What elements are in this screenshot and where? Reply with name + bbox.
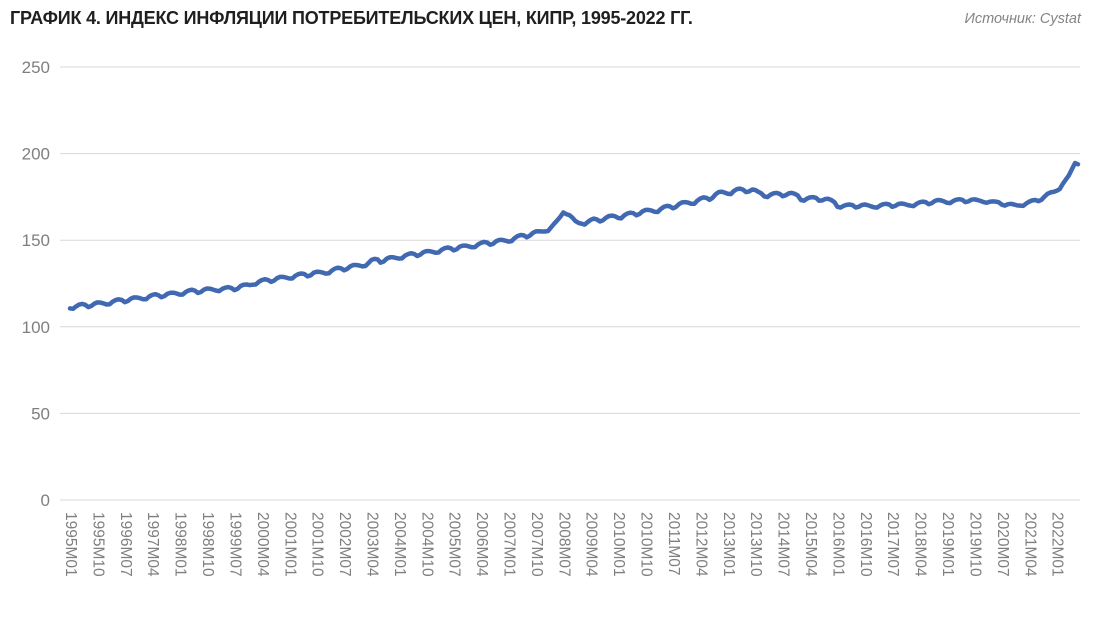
y-axis-tick-label: 100 (22, 318, 50, 337)
x-axis-tick-label: 2010M10 (638, 512, 655, 577)
x-axis-tick-label: 2011M07 (665, 512, 682, 575)
x-axis-tick-label: 2016M10 (857, 512, 874, 577)
x-axis-tick-label: 2014M07 (775, 512, 792, 577)
x-axis-tick-label: 2003M04 (363, 512, 380, 577)
x-axis-tick-label: 2021M04 (1021, 512, 1038, 577)
x-axis-tick-label: 2017M07 (884, 512, 901, 577)
x-axis-tick-label: 2007M01 (501, 512, 518, 577)
x-axis-tick-label: 2002M07 (336, 512, 353, 577)
x-axis-tick-label: 2012M04 (692, 512, 709, 577)
x-axis-tick-label: 2019M01 (939, 512, 956, 577)
x-axis-tick-label: 2001M01 (281, 512, 298, 577)
x-axis-tick-label: 1995M10 (89, 512, 106, 577)
x-axis-tick-label: 1995M01 (62, 512, 79, 577)
x-axis-tick-label: 2007M10 (528, 512, 545, 577)
x-axis-tick-label: 2004M10 (418, 512, 435, 577)
x-axis-tick-label: 2019M10 (966, 512, 983, 577)
y-axis-tick-label: 200 (22, 145, 50, 164)
x-axis-tick-label: 2022M01 (1049, 512, 1066, 577)
chart-title: ГРАФИК 4. ИНДЕКС ИНФЛЯЦИИ ПОТРЕБИТЕЛЬСКИ… (10, 8, 693, 28)
y-axis-tick-label: 50 (31, 404, 50, 423)
x-axis-tick-label: 2005M07 (446, 512, 463, 577)
x-axis-tick-label: 2010M01 (610, 512, 627, 577)
x-axis-tick-label: 1998M01 (172, 512, 189, 577)
x-axis-tick-label: 2006M04 (473, 512, 490, 577)
chart-source-label: Источник: Cystat (964, 11, 1082, 27)
x-axis-tick-label: 1996M07 (117, 512, 134, 577)
x-axis-tick-label: 2008M07 (555, 512, 572, 577)
x-axis-tick-label: 2001M10 (309, 512, 326, 577)
x-axis-tick-label: 2004M01 (391, 512, 408, 577)
x-axis-tick-label: 2013M01 (720, 512, 737, 577)
y-axis-tick-label: 150 (22, 231, 50, 250)
x-axis-tick-label: 2015M04 (802, 512, 819, 577)
x-axis-tick-label: 2016M01 (829, 512, 846, 577)
x-axis-tick-label: 2013M10 (747, 512, 764, 577)
x-axis-tick-label: 2000M04 (254, 512, 271, 577)
x-axis-tick-label: 2020M07 (994, 512, 1011, 577)
y-axis-tick-label: 250 (22, 58, 50, 77)
x-axis-tick-label: 1998M10 (199, 512, 216, 577)
x-axis-tick-label: 1997M04 (144, 512, 161, 577)
cpi-series-line (67, 160, 1081, 312)
x-axis-tick-label: 2018M04 (912, 512, 929, 577)
x-axis-tick-label: 2009M04 (583, 512, 600, 577)
x-axis-tick-label: 1999M07 (226, 512, 243, 577)
y-axis-tick-label: 0 (41, 491, 50, 510)
